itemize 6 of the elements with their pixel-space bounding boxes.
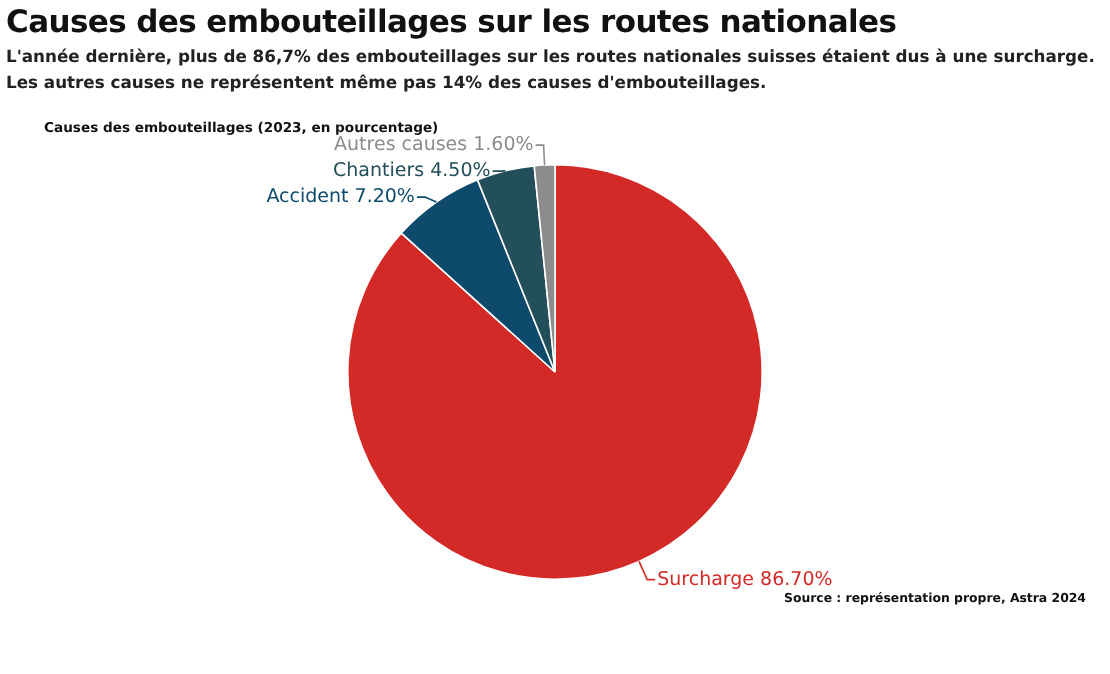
slice-label: Surcharge 86.70% <box>657 568 833 591</box>
slice-label: Chantiers 4.50% <box>333 160 491 183</box>
slice-label: Autres causes 1.60% <box>334 134 534 157</box>
chart-subtitle: L'année dernière, plus de 86,7% des embouteillages sur les routes nationales suisses étaient dus à une surcharge. Les autres causes ne représentent même pas 14% des causes d'embouteillages. <box>6 44 1097 96</box>
slice-label: Accident 7.20% <box>266 186 415 209</box>
chart-title: Causes des embouteillages sur les routes nationales <box>6 4 897 40</box>
